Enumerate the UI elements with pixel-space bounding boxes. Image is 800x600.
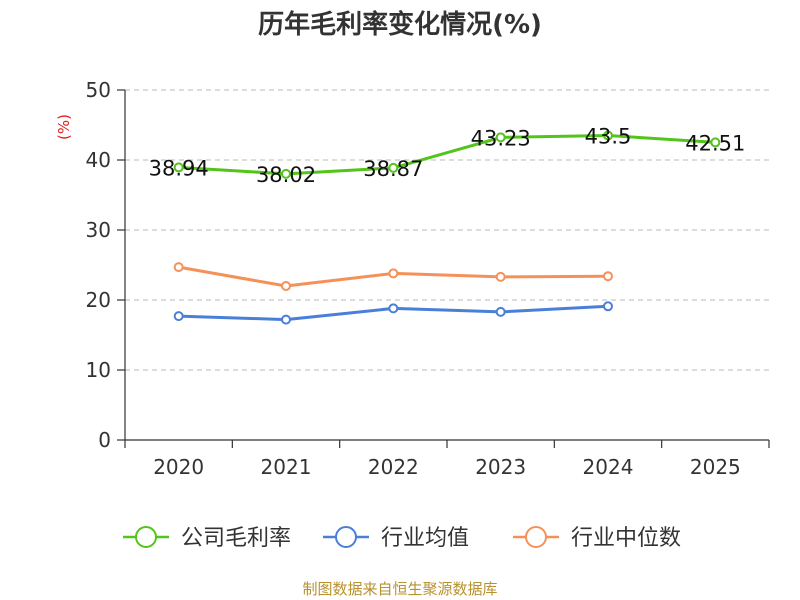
y-tick-label: 0 — [98, 428, 111, 452]
grid-lines — [125, 89, 769, 371]
data-label: 38.87 — [363, 157, 423, 181]
y-tick-label: 40 — [86, 148, 111, 172]
y-axis-label: (%) — [55, 114, 73, 140]
x-tick-label: 2023 — [475, 455, 526, 479]
legend-label: 行业均值 — [381, 526, 469, 551]
legend: 公司毛利率 行业均值 行业中位数 — [123, 526, 681, 551]
x-tick-label: 2024 — [583, 455, 634, 479]
data-label: 42.51 — [685, 131, 745, 155]
legend-marker — [135, 526, 157, 548]
data-label: 43.5 — [585, 125, 632, 149]
x-tick-label: 2022 — [368, 455, 419, 479]
x-tick-label: 2025 — [690, 455, 741, 479]
data-label: 38.02 — [256, 163, 316, 187]
legend-marker — [335, 526, 357, 548]
y-tick-label: 50 — [86, 78, 111, 102]
data-point — [603, 301, 613, 312]
legend-label: 公司毛利率 — [181, 526, 291, 551]
legend-marker — [525, 526, 547, 548]
x-tick-label: 2020 — [153, 455, 204, 479]
y-tick-label: 10 — [86, 358, 111, 382]
data-point — [388, 162, 399, 173]
data-point — [495, 132, 506, 143]
y-tick-label: 30 — [86, 218, 111, 242]
data-point — [388, 268, 399, 279]
series-line — [178, 134, 716, 176]
data-label: 38.94 — [149, 156, 209, 180]
data-point — [495, 306, 506, 317]
data-point — [603, 130, 613, 141]
data-point — [173, 262, 184, 273]
axes: 0 10 20 30 40 50 2020 2021 2022 2023 2024 2025 (%) — [55, 78, 770, 479]
data-point — [603, 271, 613, 282]
x-tick-label: 2021 — [261, 455, 312, 479]
chart-title: 历年毛利率变化情况(%) — [258, 10, 542, 40]
y-tick-label: 20 — [86, 288, 111, 312]
data-point — [173, 162, 184, 173]
data-point — [281, 281, 291, 291]
source-note: 制图数据来自恒生聚源数据库 — [302, 580, 498, 598]
data-labels: 38.94 38.02 38.87 43.23 43.5 42.51 — [149, 125, 746, 187]
data-label: 43.23 — [471, 126, 531, 150]
data-point — [495, 271, 506, 282]
data-point — [281, 314, 291, 325]
data-point — [173, 311, 184, 322]
legend-label: 行业中位数 — [571, 526, 681, 551]
series — [173, 130, 721, 325]
data-point — [281, 168, 291, 179]
data-point — [388, 303, 399, 314]
data-point — [710, 137, 721, 148]
